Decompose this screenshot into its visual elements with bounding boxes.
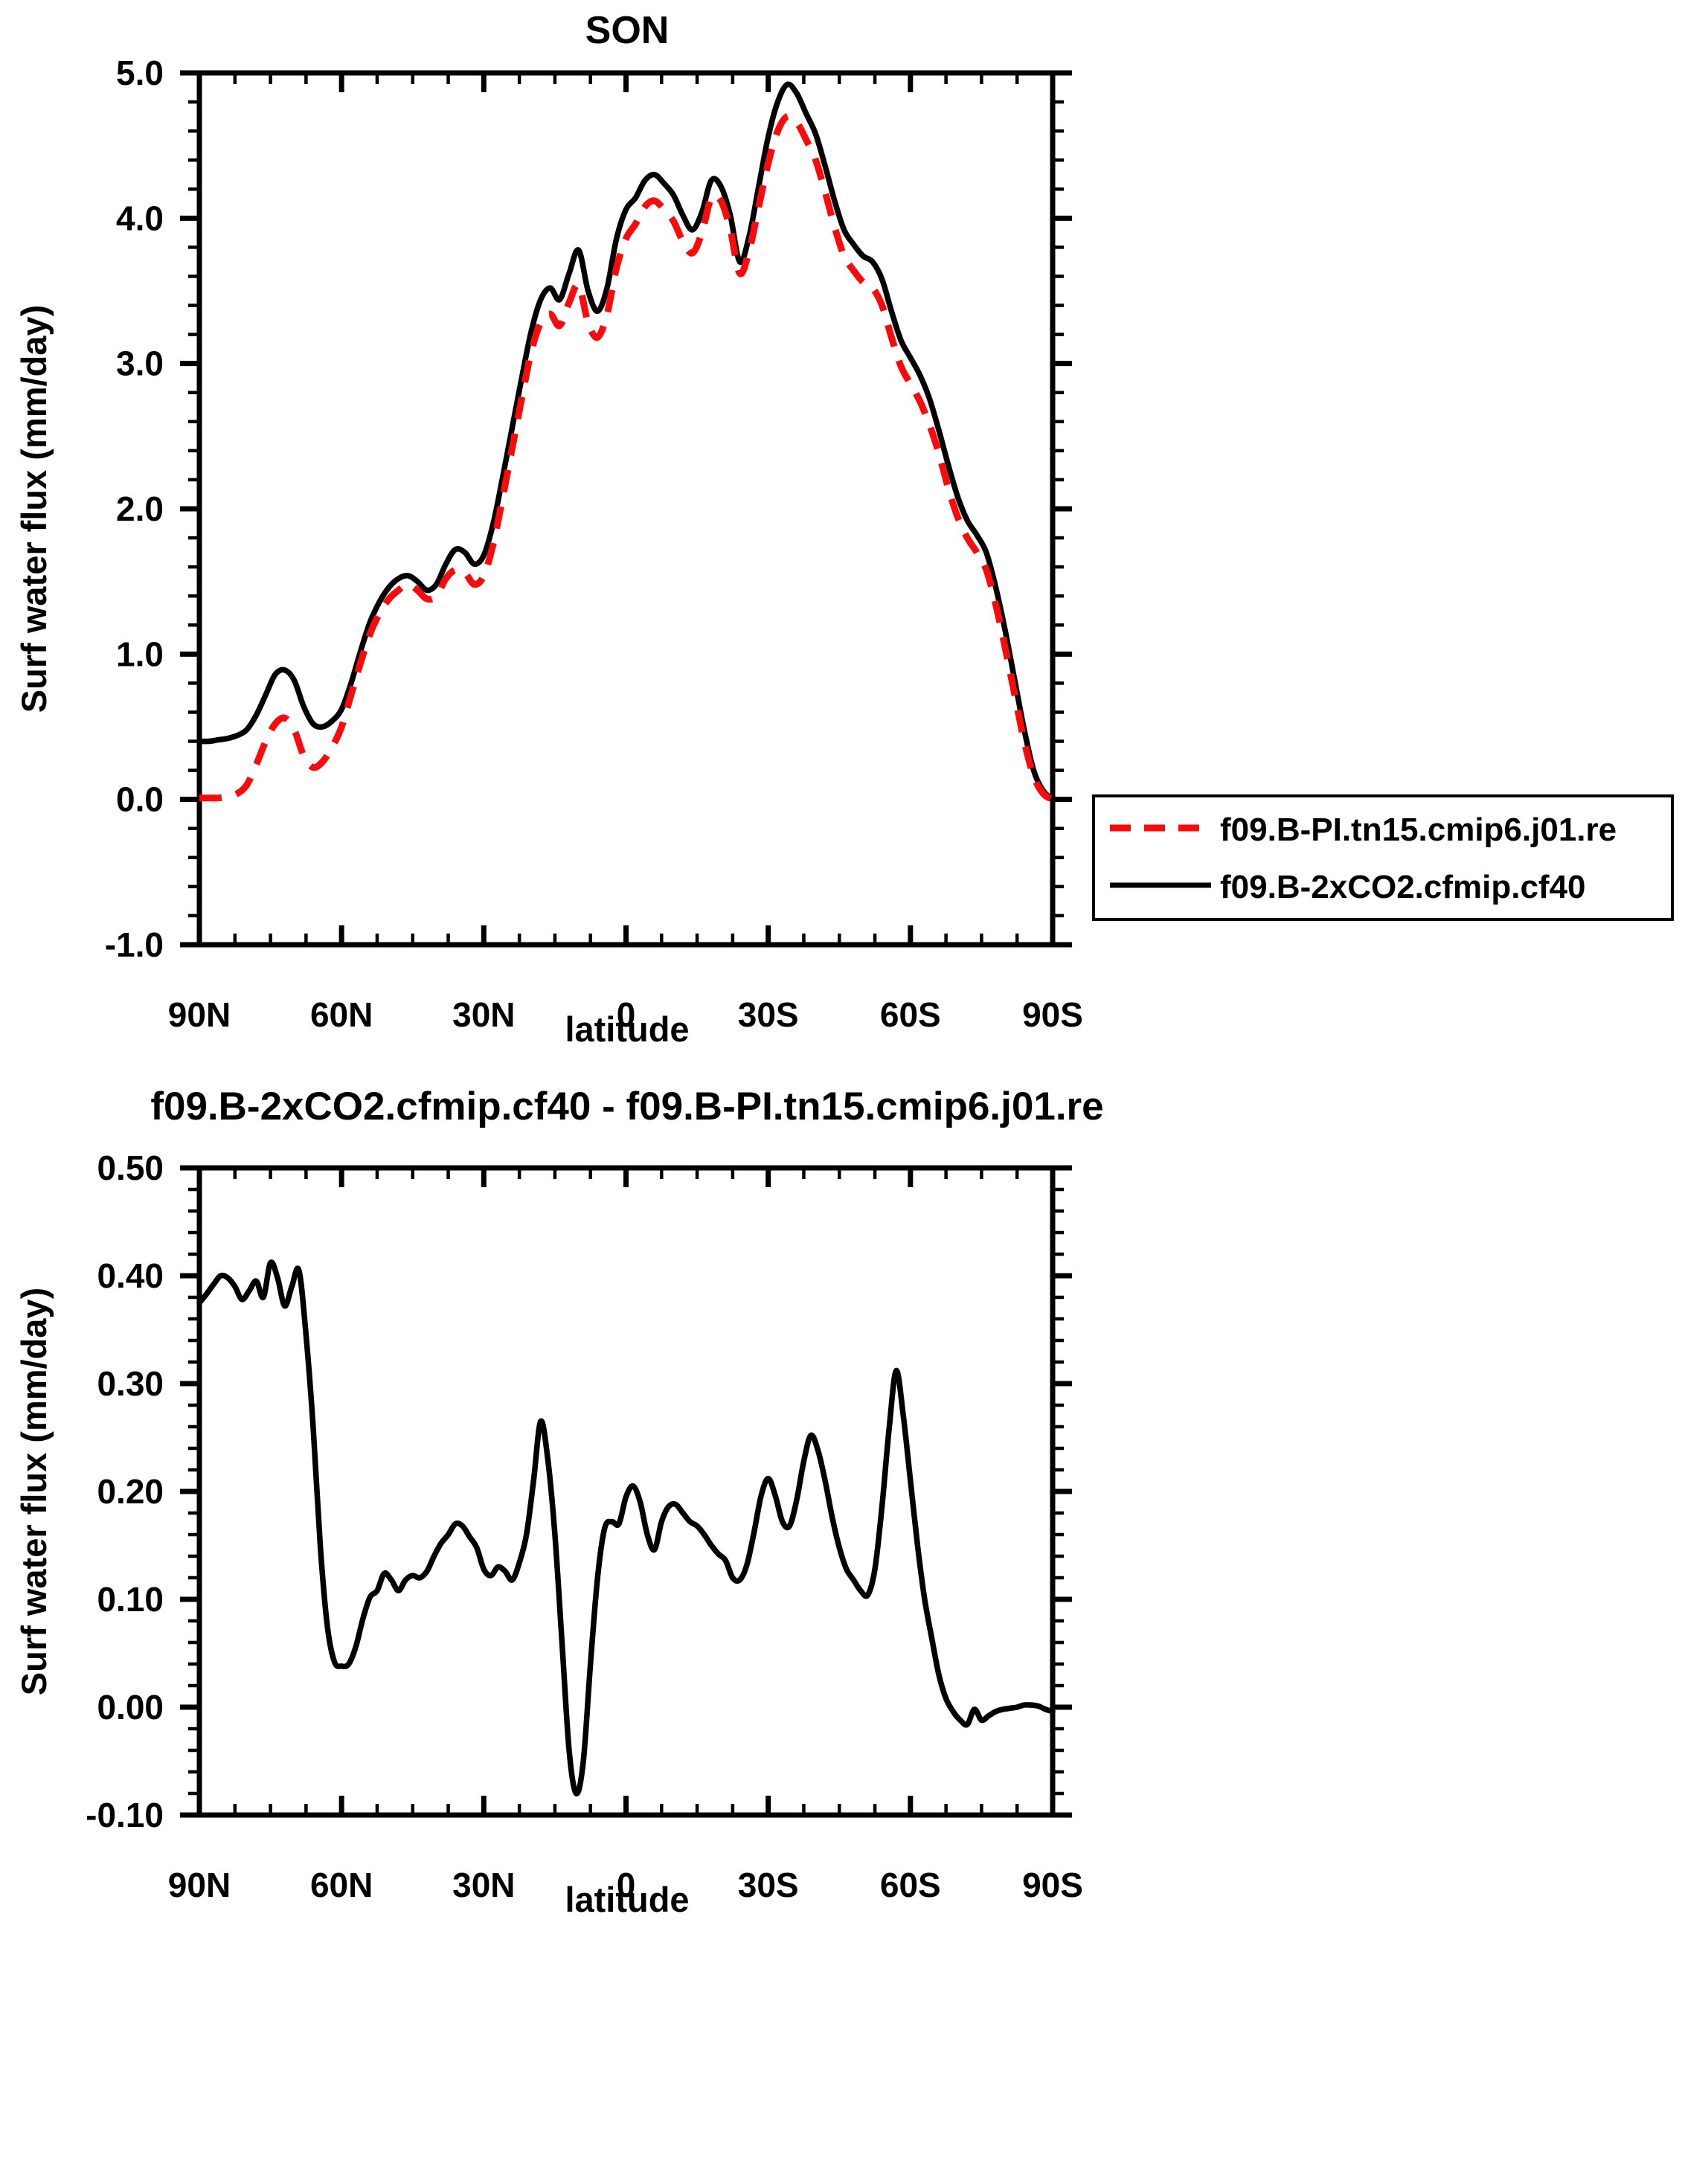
x-tick-label: 60S: [880, 1866, 941, 1904]
legend-label-experiment: f09.B-2xCO2.cfmip.cf40: [1220, 869, 1586, 905]
legend[interactable]: f09.B-PI.tn15.cmip6.j01.re f09.B-2xCO2.c…: [1092, 794, 1674, 921]
panel-top-title: SON: [585, 9, 670, 52]
panel-top-y-tick-labels: -1.0 0.0 1.0 2.0 3.0 4.0 5.0: [105, 54, 164, 964]
legend-entry-experiment[interactable]: f09.B-2xCO2.cfmip.cf40: [1110, 869, 1586, 905]
y-tick-label: 2.0: [116, 489, 164, 528]
y-tick-label: 4.0: [116, 199, 164, 237]
x-tick-label: 30S: [738, 1866, 799, 1904]
legend-box: [1092, 794, 1674, 921]
x-tick-label: 0: [617, 1866, 636, 1904]
y-tick-label: 5.0: [116, 54, 164, 92]
x-tick-label: 30N: [452, 995, 515, 1034]
panel-top: SON 90N 60N 30N 0 30S 60S 90S -1.0 0.0 1.0 2.0 3.0…: [14, 9, 1083, 1049]
panel-top-x-tick-labels: 90N 60N 30N 0 30S 60S 90S: [168, 995, 1083, 1034]
panel-bottom: f09.B-2xCO2.cfmip.cf40 - f09.B-PI.tn15.c…: [14, 1085, 1104, 1919]
x-tick-label: 60N: [310, 995, 373, 1034]
x-tick-label: 90N: [168, 1866, 231, 1904]
y-tick-label: 0.40: [97, 1256, 164, 1295]
series-line-f09-b-pi-tn15-cmip6-j01-re: [199, 112, 1055, 803]
panel-bottom-y-axis-title: Surf water flux (mm/day): [14, 1288, 54, 1695]
series-line-f09-b-2xco2-cfmip-cf40: [196, 81, 1056, 803]
panel-bottom-x-tick-labels: 90N 60N 30N 0 30S 60S 90S: [168, 1866, 1083, 1904]
x-tick-label: 30N: [452, 1866, 515, 1904]
panel-top-x-axis-title: latitude: [565, 1009, 689, 1049]
y-tick-label: -1.0: [105, 925, 164, 964]
legend-entry-control[interactable]: f09.B-PI.tn15.cmip6.j01.re: [1110, 812, 1617, 848]
panel-bottom-series-group: [196, 1259, 1056, 1796]
panel-top-y-axis-title: Surf water flux (mm/day): [14, 305, 54, 713]
panel-top-axes: [180, 70, 1072, 948]
y-tick-label: 0.00: [97, 1688, 164, 1727]
panel-bottom-title: f09.B-2xCO2.cfmip.cf40 - f09.B-PI.tn15.c…: [150, 1085, 1103, 1128]
y-tick-label: 1.0: [116, 635, 164, 673]
series-line-difference: [196, 1259, 1056, 1796]
x-tick-label: 60S: [880, 995, 941, 1034]
panel-bottom-axes: [180, 1165, 1072, 1818]
y-tick-label: 3.0: [116, 344, 164, 383]
legend-label-control: f09.B-PI.tn15.cmip6.j01.re: [1220, 812, 1617, 848]
x-tick-label: 60N: [310, 1866, 373, 1904]
x-tick-label: 30S: [738, 995, 799, 1034]
x-tick-label: 0: [617, 995, 636, 1034]
panel-top-series-group: [196, 81, 1056, 803]
x-tick-label: 90S: [1022, 995, 1083, 1034]
y-tick-label: 0.20: [97, 1472, 164, 1511]
y-tick-label: -0.10: [86, 1796, 164, 1834]
y-tick-label: 0.0: [116, 780, 164, 819]
panel-bottom-x-axis-title: latitude: [565, 1880, 689, 1919]
y-tick-label: 0.30: [97, 1364, 164, 1403]
y-tick-label: 0.50: [97, 1149, 164, 1187]
y-tick-label: 0.10: [97, 1580, 164, 1619]
panel-bottom-y-tick-labels: -0.10 0.00 0.10 0.20 0.30 0.40 0.50: [86, 1149, 164, 1834]
x-tick-label: 90S: [1022, 1866, 1083, 1904]
x-tick-label: 90N: [168, 995, 231, 1034]
